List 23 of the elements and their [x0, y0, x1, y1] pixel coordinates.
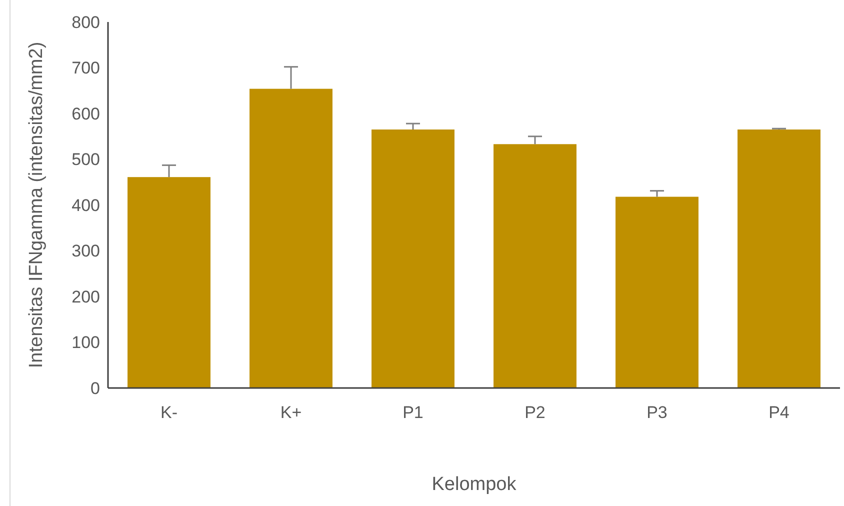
bar — [250, 88, 332, 388]
y-tick-label: 400 — [72, 196, 100, 215]
bar — [738, 130, 820, 388]
y-tick-label: 100 — [72, 333, 100, 352]
y-axis-title: Intensitas IFNgamma (intensitas/mm2) — [26, 42, 47, 368]
x-tick-label: P4 — [768, 403, 790, 422]
x-tick-label: P3 — [646, 403, 668, 422]
y-tick-label: 600 — [72, 104, 100, 124]
bar — [616, 196, 698, 388]
x-tick-label: K- — [160, 403, 178, 422]
y-tick-label: 800 — [72, 12, 100, 32]
x-tick-label: P1 — [402, 403, 424, 422]
x-tick-label: K+ — [280, 403, 302, 422]
y-tick-label: 700 — [72, 58, 100, 78]
y-tick-label: 0 — [90, 378, 100, 398]
y-tick-label: 300 — [72, 242, 100, 261]
bar — [128, 177, 210, 388]
bar — [372, 130, 454, 388]
y-tick-label: 200 — [72, 287, 100, 306]
x-tick-label: P2 — [524, 403, 546, 422]
bar — [494, 144, 576, 388]
y-tick-label: 500 — [72, 150, 100, 170]
x-axis-title: Kelompok — [432, 474, 517, 495]
